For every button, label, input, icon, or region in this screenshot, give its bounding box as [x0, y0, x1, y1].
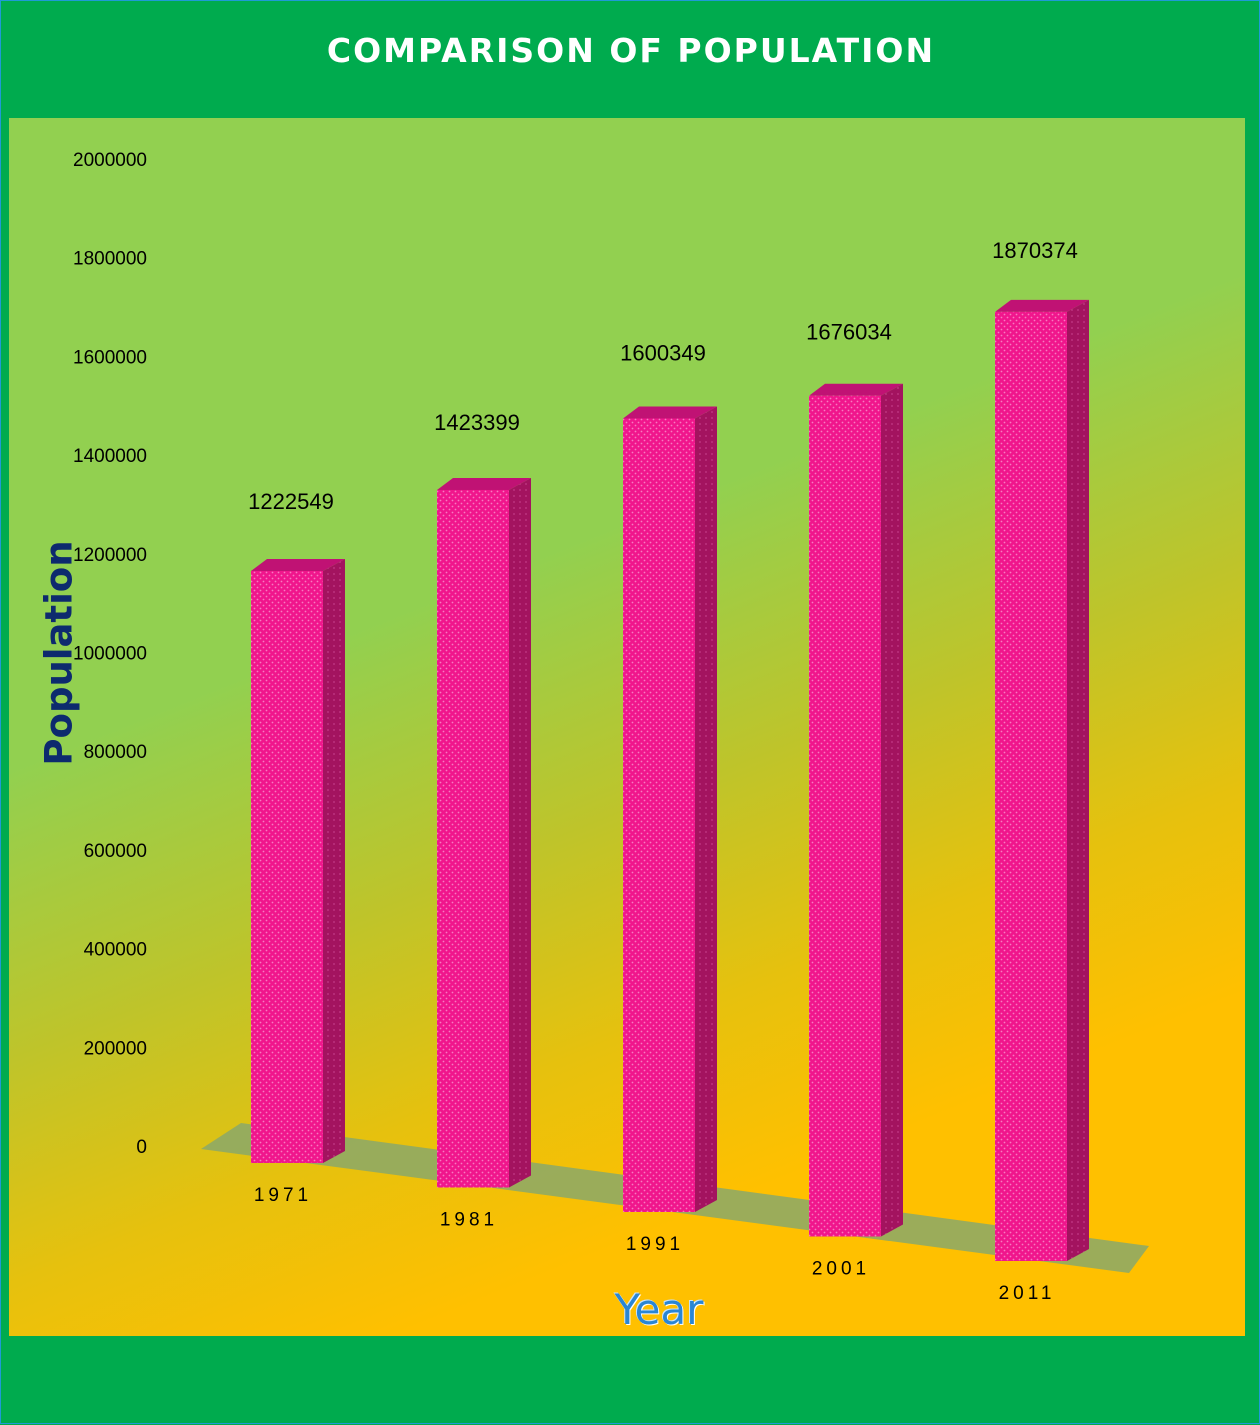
bars [251, 299, 1089, 1261]
y-tick-label: 800000 [84, 742, 147, 763]
bar [623, 418, 695, 1213]
chart-title: COMPARISON OF POPULATION [326, 31, 936, 70]
y-tick-label: 1200000 [73, 545, 147, 566]
y-tick-label: 0 [136, 1137, 147, 1158]
y-tick-label: 1800000 [73, 249, 147, 270]
data-label: 1676034 [806, 320, 892, 345]
x-tick-label: 2001 [812, 1259, 870, 1280]
bar-side [509, 477, 531, 1188]
bar-side [323, 559, 345, 1163]
x-tick-label: 2011 [999, 1283, 1056, 1304]
y-axis-title: Population [37, 540, 81, 766]
bar-top [995, 299, 1089, 312]
bar [251, 571, 323, 1163]
bar-top [809, 383, 903, 396]
y-tick-label: 1000000 [73, 644, 147, 665]
y-tick-label: 1600000 [73, 347, 147, 368]
y-tick-label: 2000000 [73, 150, 147, 171]
bar [809, 395, 881, 1237]
bar [995, 311, 1067, 1261]
y-axis-ticks: 0 200000 400000 600000 800000 1000000 1200000 1… [73, 150, 147, 1158]
bar-side [695, 406, 717, 1213]
x-tick-label: 1971 [254, 1185, 312, 1206]
y-tick-label: 1400000 [73, 446, 147, 467]
y-tick-label: 200000 [84, 1038, 147, 1059]
y-tick-label: 400000 [84, 940, 147, 961]
bar [437, 489, 509, 1188]
x-tick-label: 1991 [626, 1234, 684, 1255]
bar-side [881, 383, 903, 1237]
y-tick-label: 600000 [84, 841, 147, 862]
bar-top [623, 406, 717, 419]
bar-side [1067, 299, 1089, 1261]
x-axis-title: Year [614, 1285, 704, 1334]
data-label: 1423399 [434, 410, 520, 435]
data-label: 1222549 [248, 489, 334, 514]
data-label: 1870374 [992, 238, 1078, 263]
x-tick-label: 1981 [440, 1210, 498, 1231]
data-label: 1600349 [620, 340, 706, 365]
x-axis-ticks: 1971 1981 1991 2001 2011 [254, 1185, 1056, 1304]
bar-top [251, 559, 345, 571]
bar-top [437, 477, 531, 490]
data-labels: 1222549 1423399 1600349 1676034 1870374 [248, 238, 1078, 514]
